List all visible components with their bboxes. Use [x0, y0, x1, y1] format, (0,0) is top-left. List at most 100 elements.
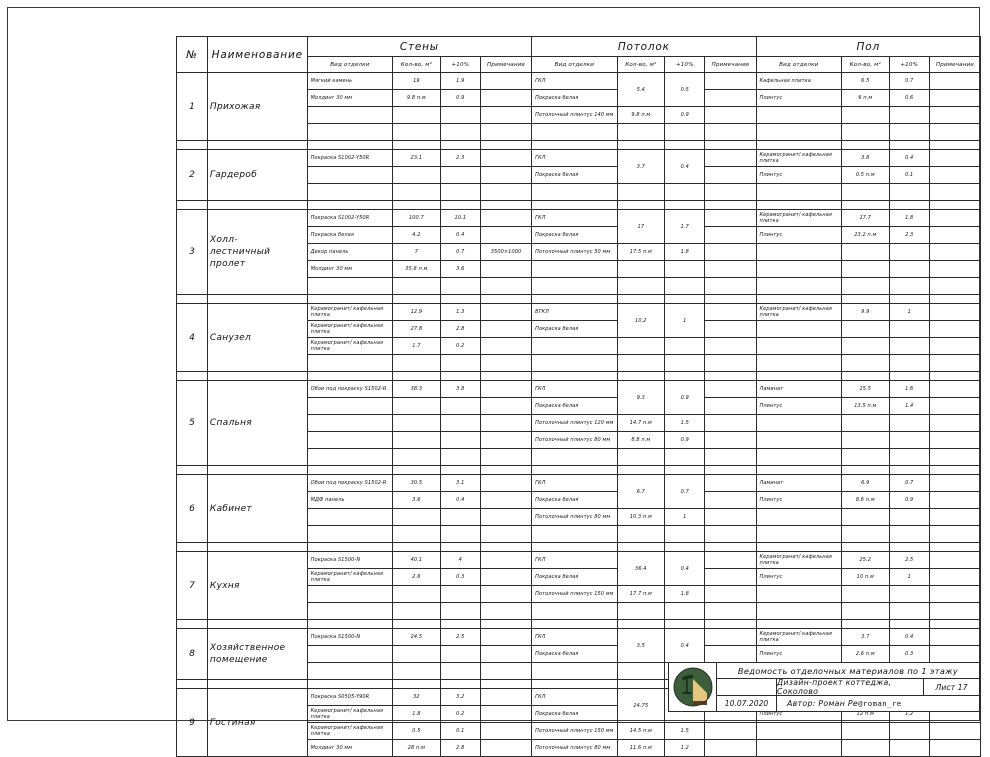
gap-cell: [841, 542, 890, 552]
cell-ceiling-pct: 0.9: [664, 380, 706, 415]
cell-floor-pct: 0.4: [888, 628, 930, 646]
gap-cell: [616, 294, 666, 304]
cell-walls-qty: 12.9: [392, 303, 441, 321]
gap-cell: [841, 140, 890, 150]
cell-ceiling-qty: [616, 277, 666, 295]
cell-floor-type: [755, 739, 843, 757]
cell-walls-type: [306, 525, 394, 543]
cell-walls-pct: 2.3: [439, 149, 482, 167]
cell-ceiling-type: [531, 354, 618, 372]
cell-floor-type: [755, 354, 843, 372]
cell-ceiling-pct: 0.4: [664, 149, 706, 184]
cell-walls-type: [306, 106, 394, 124]
cell-floor-type: Ламинат: [755, 380, 843, 398]
cell-ceiling-note: [704, 354, 757, 372]
cell-ceiling-qty: 11.6 п.м: [616, 739, 666, 757]
cell-floor-type: Керамогранит/ кафельная плитка: [755, 628, 843, 646]
header-number: №: [176, 36, 208, 73]
gap-cell: [306, 371, 394, 381]
cell-walls-note: [479, 585, 533, 603]
cell-walls-type: Декор панель: [306, 243, 394, 261]
cell-ceiling-pct: [664, 448, 706, 466]
cell-ceiling-note: [704, 602, 757, 620]
table-row: 2 Гардероб Покраска S1002-Y50R 23.1 2.3 ГКЛ 3.…: [176, 149, 982, 201]
gap-cell: [479, 140, 533, 150]
gap-cell: [531, 679, 618, 689]
table-row: [177, 525, 982, 543]
gap-cell: [531, 140, 618, 150]
row-group-gap: [176, 371, 982, 381]
cell-floor-pct: [888, 337, 930, 355]
author-prefix: Автор: Роман Ре: [787, 699, 859, 708]
gap-cell: [531, 200, 618, 210]
cell-ceiling-pct: 0.9: [664, 106, 706, 124]
cell-walls-qty: 27.8: [392, 320, 441, 338]
cell-floor-note: [928, 602, 982, 620]
table-body: 1 Прихожая Мягкий камень 19 1.9 ГКЛ 5.4 0.5 Кафе…: [176, 72, 982, 757]
cell-floor-type: [755, 414, 843, 432]
subheader-walls-qty: Кол-во, м²: [392, 56, 441, 73]
cell-floor-type: [755, 431, 843, 449]
cell-ceiling-qty: [616, 354, 666, 372]
cell-ceiling-pct: [664, 525, 706, 543]
cell-ceiling-type: Покраска белая: [531, 320, 618, 338]
cell-ceiling-note: [704, 243, 757, 261]
cell-floor-type: [755, 337, 843, 355]
cell-floor-pct: [888, 277, 930, 295]
cell-ceiling-pct: [664, 337, 706, 355]
cell-floor-note: [928, 106, 982, 124]
cell-ceiling-note: [704, 414, 757, 432]
cell-floor-type: Плинтус: [755, 166, 843, 184]
gap-cell: [306, 200, 394, 210]
cell-floor-pct: [888, 525, 930, 543]
cell-floor-note: [928, 397, 982, 415]
cell-floor-note: [928, 585, 982, 603]
gap-cell: [841, 465, 890, 475]
cell-ceiling-type: Потолочный плинтус 120 мм: [531, 414, 618, 432]
cell-ceiling-pct: 0.4: [664, 628, 706, 663]
cell-walls-note: [479, 123, 533, 141]
row-group-gap: [176, 200, 982, 210]
gap-cell: [479, 679, 533, 689]
cell-walls-qty: [392, 662, 441, 680]
cell-walls-qty: [392, 123, 441, 141]
cell-floor-pct: 2.3: [888, 226, 930, 244]
row-group-gap: [176, 542, 982, 552]
cell-floor-note: [928, 739, 982, 757]
title-row-project: Дизайн-проект коттеджа, Соколово Лист 17: [717, 678, 979, 696]
logo-cell: [669, 663, 717, 711]
cell-walls-qty: 24.5: [392, 628, 441, 646]
cell-walls-note: 3500×1000: [479, 243, 533, 261]
cell-floor-pct: [888, 602, 930, 620]
cell-ceiling-qty: 17.5 п.м: [616, 243, 666, 261]
cell-floor-note: [928, 491, 982, 509]
cell-walls-pct: [439, 414, 482, 432]
cell-ceiling-type: Покраска белая: [531, 397, 618, 415]
cell-ceiling-type: Потолочный плинтус 150 мм: [531, 722, 618, 740]
cell-walls-qty: [392, 525, 441, 543]
gap-cell: [755, 371, 843, 381]
gap-cell: [888, 465, 930, 475]
cell-walls-note: [479, 226, 533, 244]
cell-ceiling-pct: 1.2: [664, 739, 706, 757]
cell-ceiling-note: [704, 106, 757, 124]
cell-ceiling-type: Потолочный плинтус 80 мм: [531, 508, 618, 526]
cell-ceiling-pct: [664, 260, 706, 278]
gap-cell: [664, 542, 706, 552]
cell-walls-type: Керамогранит/ кафельная плитка: [306, 320, 394, 338]
cell-floor-type: [755, 183, 843, 201]
table-row: Покраска белая Плинтус 2.6 п.м 0.3: [177, 645, 982, 663]
cell-walls-pct: 2.5: [439, 628, 482, 646]
cell-ceiling-type: Покраска белая: [531, 89, 618, 107]
subheader-ceiling-note: Примечание: [704, 56, 757, 73]
cell-floor-type: Плинтус: [755, 645, 843, 663]
cell-walls-type: [306, 602, 394, 620]
cell-floor-type: Плинтус: [755, 568, 843, 586]
row-number: 6: [176, 474, 208, 543]
cell-floor-pct: 1.8: [888, 209, 930, 227]
gap-cell: [531, 294, 618, 304]
row-number: 4: [176, 303, 208, 372]
room-name: Гостиная: [206, 688, 308, 757]
cell-floor-qty: [841, 123, 890, 141]
cell-walls-pct: 3.6: [439, 260, 482, 278]
